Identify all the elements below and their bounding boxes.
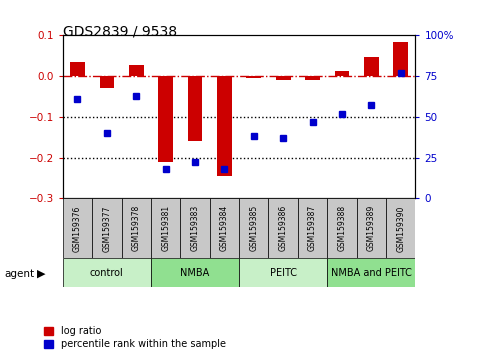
Bar <box>386 198 415 258</box>
Bar <box>239 198 269 258</box>
Bar <box>276 76 290 80</box>
Text: agent: agent <box>5 269 35 279</box>
Bar <box>298 198 327 258</box>
Bar <box>70 62 85 76</box>
Text: GSM159389: GSM159389 <box>367 205 376 251</box>
Text: GSM159377: GSM159377 <box>102 205 112 252</box>
Bar <box>63 198 92 258</box>
Bar <box>239 258 327 287</box>
Text: GSM159390: GSM159390 <box>396 205 405 252</box>
Bar <box>327 198 356 258</box>
Bar <box>129 65 143 76</box>
Text: ▶: ▶ <box>37 269 46 279</box>
Bar <box>335 71 349 76</box>
Bar <box>99 76 114 88</box>
Bar <box>188 76 202 141</box>
Bar <box>364 57 379 76</box>
Bar <box>246 76 261 78</box>
Bar <box>158 76 173 162</box>
Text: GSM159376: GSM159376 <box>73 205 82 252</box>
Bar <box>217 76 232 176</box>
Bar <box>210 198 239 258</box>
Bar <box>151 258 239 287</box>
Bar <box>305 76 320 80</box>
Text: NMBA: NMBA <box>180 268 210 278</box>
Text: GSM159386: GSM159386 <box>279 205 288 251</box>
Text: GSM159378: GSM159378 <box>132 205 141 251</box>
Bar <box>92 198 122 258</box>
Text: control: control <box>90 268 124 278</box>
Bar <box>269 198 298 258</box>
Text: GSM159384: GSM159384 <box>220 205 229 251</box>
Bar <box>180 198 210 258</box>
Bar <box>393 41 408 76</box>
Bar <box>327 258 415 287</box>
Bar <box>122 198 151 258</box>
Legend: log ratio, percentile rank within the sample: log ratio, percentile rank within the sa… <box>43 326 226 349</box>
Bar <box>356 198 386 258</box>
Text: PEITC: PEITC <box>270 268 297 278</box>
Text: GSM159381: GSM159381 <box>161 205 170 251</box>
Text: NMBA and PEITC: NMBA and PEITC <box>331 268 412 278</box>
Text: GDS2839 / 9538: GDS2839 / 9538 <box>63 25 177 39</box>
Text: GSM159388: GSM159388 <box>338 205 346 251</box>
Text: GSM159385: GSM159385 <box>249 205 258 251</box>
Text: GSM159387: GSM159387 <box>308 205 317 251</box>
Bar <box>151 198 180 258</box>
Text: GSM159383: GSM159383 <box>190 205 199 251</box>
Bar <box>63 258 151 287</box>
